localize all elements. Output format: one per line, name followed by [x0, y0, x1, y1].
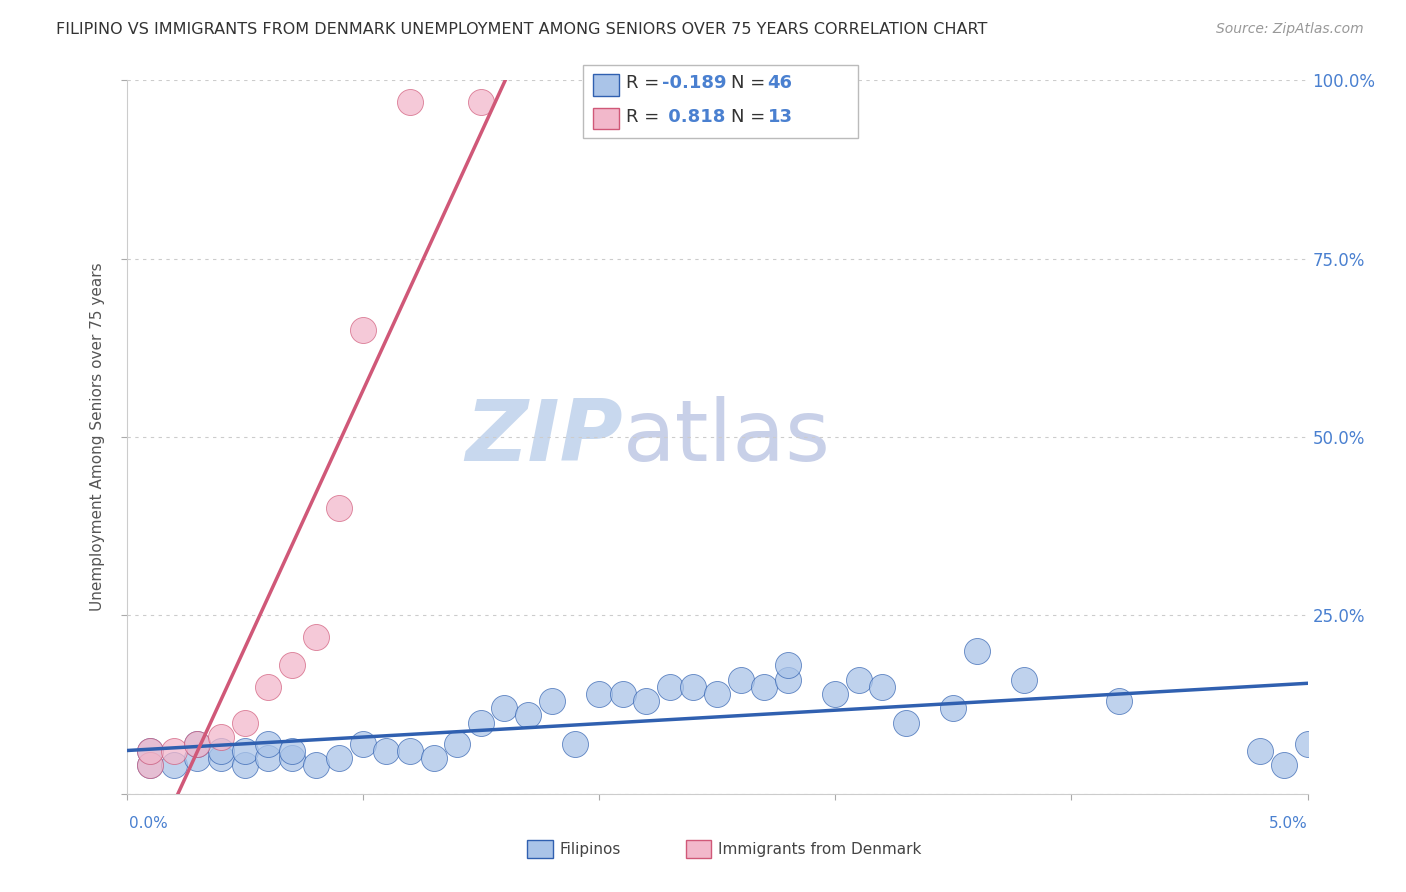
Point: [1296, 737, 1319, 751]
Point: [139, 744, 162, 758]
Point: [209, 751, 232, 765]
Text: Filipinos: Filipinos: [560, 842, 621, 856]
Point: [304, 630, 326, 644]
Point: [352, 323, 374, 337]
Point: [636, 694, 658, 708]
Point: [1249, 744, 1271, 758]
Point: [848, 673, 870, 687]
Text: R =: R =: [626, 74, 665, 93]
Point: [233, 758, 256, 772]
Point: [233, 715, 256, 730]
Point: [872, 680, 894, 694]
Point: [209, 744, 232, 758]
Text: N =: N =: [731, 74, 770, 93]
Point: [163, 744, 186, 758]
Point: [328, 751, 350, 765]
Point: [375, 744, 398, 758]
Point: [612, 687, 634, 701]
Point: [186, 737, 208, 751]
Point: [281, 751, 304, 765]
Text: Immigrants from Denmark: Immigrants from Denmark: [718, 842, 922, 856]
Point: [422, 751, 444, 765]
Point: [776, 658, 799, 673]
Point: [824, 687, 846, 701]
Point: [209, 730, 232, 744]
Point: [658, 680, 681, 694]
Point: [139, 758, 162, 772]
Text: 46: 46: [768, 74, 793, 93]
Y-axis label: Unemployment Among Seniors over 75 years: Unemployment Among Seniors over 75 years: [90, 263, 105, 611]
Point: [352, 737, 374, 751]
Point: [281, 744, 304, 758]
Text: N =: N =: [731, 108, 770, 126]
Text: -0.189: -0.189: [662, 74, 727, 93]
Point: [139, 758, 162, 772]
Point: [682, 680, 704, 694]
Point: [399, 95, 422, 109]
Point: [304, 758, 326, 772]
Point: [163, 758, 186, 772]
Text: 0.0%: 0.0%: [129, 816, 169, 830]
Text: 13: 13: [768, 108, 793, 126]
Point: [257, 680, 280, 694]
Point: [942, 701, 965, 715]
Point: [540, 694, 562, 708]
Point: [446, 737, 468, 751]
Point: [281, 658, 304, 673]
Point: [399, 744, 422, 758]
Point: [257, 737, 280, 751]
Point: [233, 744, 256, 758]
Text: R =: R =: [626, 108, 665, 126]
Point: [706, 687, 728, 701]
Point: [588, 687, 610, 701]
Point: [186, 751, 208, 765]
Point: [186, 737, 208, 751]
Point: [257, 751, 280, 765]
Point: [894, 715, 917, 730]
Point: [1012, 673, 1035, 687]
Point: [730, 673, 752, 687]
Point: [517, 708, 540, 723]
Point: [1272, 758, 1295, 772]
Point: [564, 737, 586, 751]
Point: [470, 95, 492, 109]
Point: [776, 673, 799, 687]
Point: [754, 680, 776, 694]
Point: [470, 715, 492, 730]
Text: FILIPINO VS IMMIGRANTS FROM DENMARK UNEMPLOYMENT AMONG SENIORS OVER 75 YEARS COR: FILIPINO VS IMMIGRANTS FROM DENMARK UNEM…: [56, 22, 987, 37]
Point: [1108, 694, 1130, 708]
Text: 5.0%: 5.0%: [1268, 816, 1308, 830]
Point: [328, 501, 350, 516]
Point: [494, 701, 516, 715]
Point: [966, 644, 988, 658]
Text: ZIP: ZIP: [465, 395, 623, 479]
Point: [139, 744, 162, 758]
Text: atlas: atlas: [623, 395, 831, 479]
Text: 0.818: 0.818: [662, 108, 725, 126]
Text: Source: ZipAtlas.com: Source: ZipAtlas.com: [1216, 22, 1364, 37]
